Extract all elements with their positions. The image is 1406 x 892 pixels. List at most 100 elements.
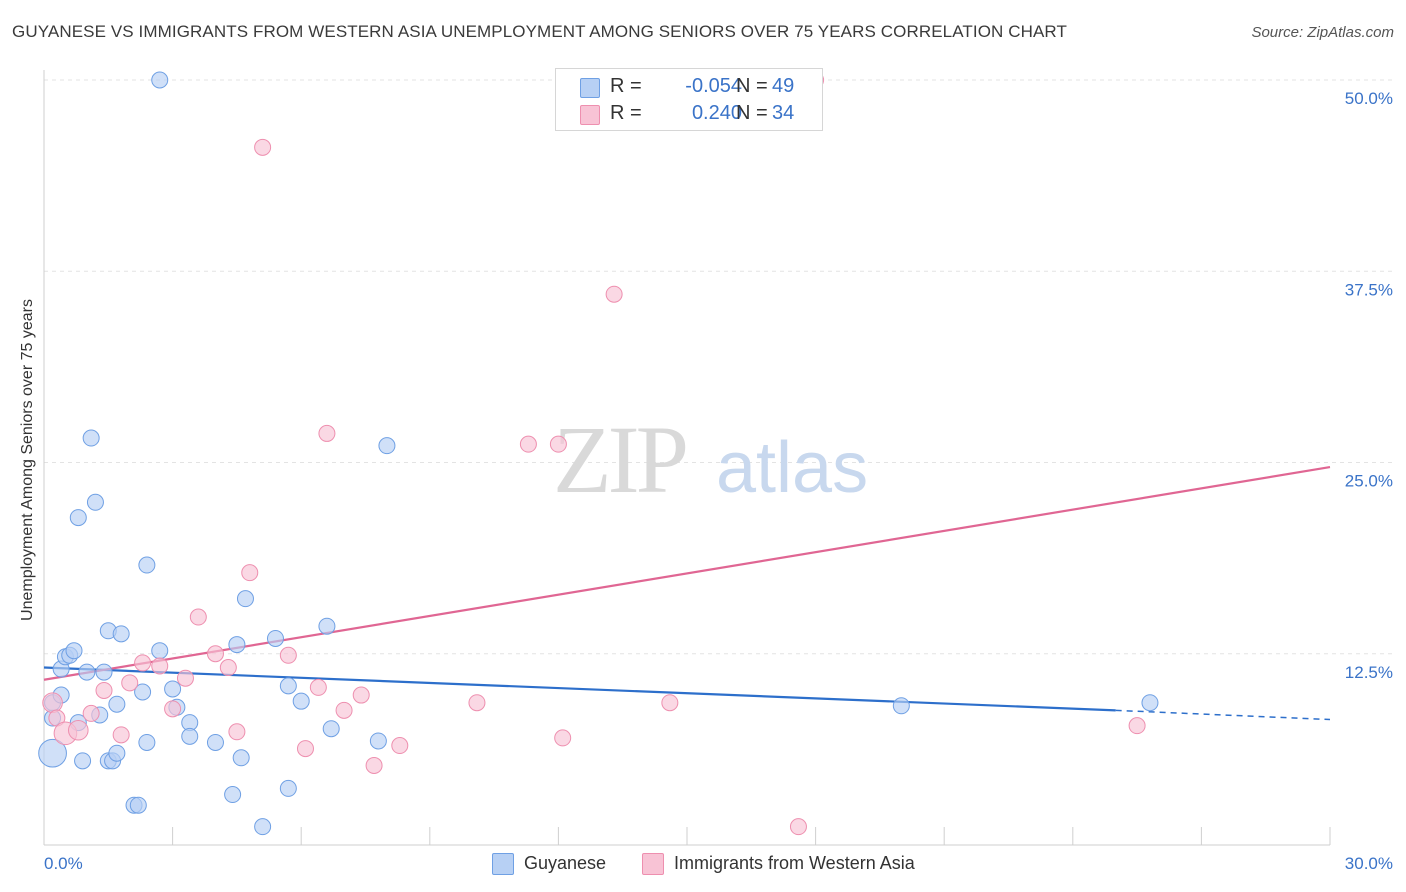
point-guyanese bbox=[206, 733, 224, 751]
point-guyanese bbox=[69, 509, 87, 527]
point-western-asia bbox=[468, 694, 486, 712]
point-guyanese bbox=[266, 629, 284, 647]
data-points bbox=[38, 71, 1159, 836]
legend-n-label: N = bbox=[736, 75, 768, 97]
point-western-asia bbox=[661, 694, 679, 712]
legend-r-label: R = bbox=[610, 75, 642, 97]
point-guyanese bbox=[254, 818, 272, 836]
point-western-asia bbox=[309, 678, 327, 696]
point-western-asia bbox=[189, 608, 207, 626]
point-western-asia bbox=[352, 686, 370, 704]
point-guyanese bbox=[108, 744, 126, 762]
point-western-asia bbox=[95, 681, 113, 699]
trend-line-western-asia bbox=[43, 466, 1331, 681]
legend-n-value: 49 bbox=[772, 75, 795, 97]
point-western-asia bbox=[228, 723, 246, 741]
point-guyanese bbox=[138, 556, 156, 574]
point-guyanese bbox=[65, 642, 83, 660]
point-guyanese bbox=[82, 429, 100, 447]
watermark-atlas: atlas bbox=[716, 428, 868, 508]
tick-labels: 12.5% 25.0% 37.5% 50.0% 0.0% 30.0% bbox=[44, 89, 1393, 873]
point-guyanese bbox=[38, 738, 67, 768]
bottom-legend-swatch-guyanese bbox=[492, 853, 514, 875]
point-western-asia bbox=[176, 669, 194, 687]
trend-lines bbox=[43, 466, 1331, 721]
point-western-asia bbox=[206, 645, 224, 663]
point-guyanese bbox=[151, 71, 169, 89]
point-guyanese bbox=[378, 437, 396, 455]
point-guyanese bbox=[292, 692, 310, 710]
legend-swatch-western-asia bbox=[580, 105, 600, 125]
x-tick-label-max: 30.0% bbox=[1345, 854, 1393, 873]
bottom-legend-label-western-asia: Immigrants from Western Asia bbox=[674, 853, 915, 873]
trend-line-guyanese-extension bbox=[1115, 709, 1331, 721]
point-guyanese bbox=[129, 796, 147, 814]
point-western-asia bbox=[42, 692, 63, 714]
point-western-asia bbox=[134, 654, 152, 672]
watermark-zip: ZIP bbox=[553, 406, 686, 513]
x-tick-label-min: 0.0% bbox=[44, 854, 83, 873]
point-guyanese bbox=[228, 636, 246, 654]
point-western-asia bbox=[279, 646, 297, 664]
point-western-asia bbox=[296, 740, 314, 758]
point-western-asia bbox=[549, 435, 567, 453]
legend-n-label: N = bbox=[736, 102, 768, 124]
point-western-asia bbox=[219, 659, 237, 677]
point-guyanese bbox=[1141, 694, 1159, 712]
point-western-asia bbox=[82, 704, 100, 722]
point-western-asia bbox=[318, 424, 336, 442]
point-western-asia bbox=[519, 435, 537, 453]
point-western-asia bbox=[554, 729, 572, 747]
point-western-asia bbox=[789, 818, 807, 836]
legend-n-value: 34 bbox=[772, 102, 795, 124]
point-guyanese bbox=[279, 677, 297, 695]
correlation-legend: R = -0.054 N = 49 R = 0.240 N = 34 bbox=[555, 68, 823, 131]
point-guyanese bbox=[95, 663, 113, 681]
legend-r-value: -0.054 bbox=[685, 75, 742, 97]
point-guyanese bbox=[164, 680, 182, 698]
point-guyanese bbox=[78, 663, 96, 681]
point-western-asia bbox=[121, 674, 139, 692]
bottom-legend-label-guyanese: Guyanese bbox=[524, 853, 607, 873]
point-guyanese bbox=[86, 493, 104, 511]
point-guyanese bbox=[112, 625, 130, 643]
y-tick-label: 25.0% bbox=[1345, 472, 1393, 491]
point-western-asia bbox=[67, 719, 89, 741]
point-guyanese bbox=[181, 727, 199, 745]
trend-line-guyanese bbox=[43, 666, 1116, 712]
point-guyanese bbox=[224, 786, 242, 804]
point-guyanese bbox=[892, 697, 910, 715]
point-guyanese bbox=[279, 779, 297, 797]
legend-swatch-guyanese bbox=[580, 78, 600, 98]
y-tick-label: 37.5% bbox=[1345, 280, 1393, 299]
point-guyanese bbox=[369, 732, 387, 750]
axes bbox=[43, 70, 1331, 846]
point-western-asia bbox=[1128, 717, 1146, 735]
bottom-legend-swatch-western-asia bbox=[642, 853, 664, 875]
point-guyanese bbox=[236, 590, 254, 608]
point-guyanese bbox=[318, 617, 336, 635]
point-western-asia bbox=[605, 285, 623, 303]
point-western-asia bbox=[164, 700, 182, 718]
legend-r-label: R = bbox=[610, 102, 642, 124]
point-western-asia bbox=[151, 657, 169, 675]
point-western-asia bbox=[391, 737, 409, 755]
point-western-asia bbox=[112, 726, 130, 744]
point-western-asia bbox=[241, 564, 259, 582]
point-western-asia bbox=[254, 138, 272, 156]
point-western-asia bbox=[335, 701, 353, 719]
point-guyanese bbox=[322, 720, 340, 738]
chart-title: GUYANESE VS IMMIGRANTS FROM WESTERN ASIA… bbox=[12, 22, 1067, 41]
point-guyanese bbox=[232, 749, 250, 767]
chart-source: Source: ZipAtlas.com bbox=[1251, 24, 1394, 41]
point-guyanese bbox=[138, 733, 156, 751]
point-guyanese bbox=[108, 695, 126, 713]
point-guyanese bbox=[151, 642, 169, 660]
point-guyanese bbox=[134, 683, 152, 701]
y-tick-label: 50.0% bbox=[1345, 89, 1393, 108]
point-guyanese bbox=[74, 752, 92, 770]
y-tick-label: 12.5% bbox=[1345, 663, 1393, 682]
legend-r-value: 0.240 bbox=[691, 102, 742, 124]
point-western-asia bbox=[365, 756, 383, 774]
